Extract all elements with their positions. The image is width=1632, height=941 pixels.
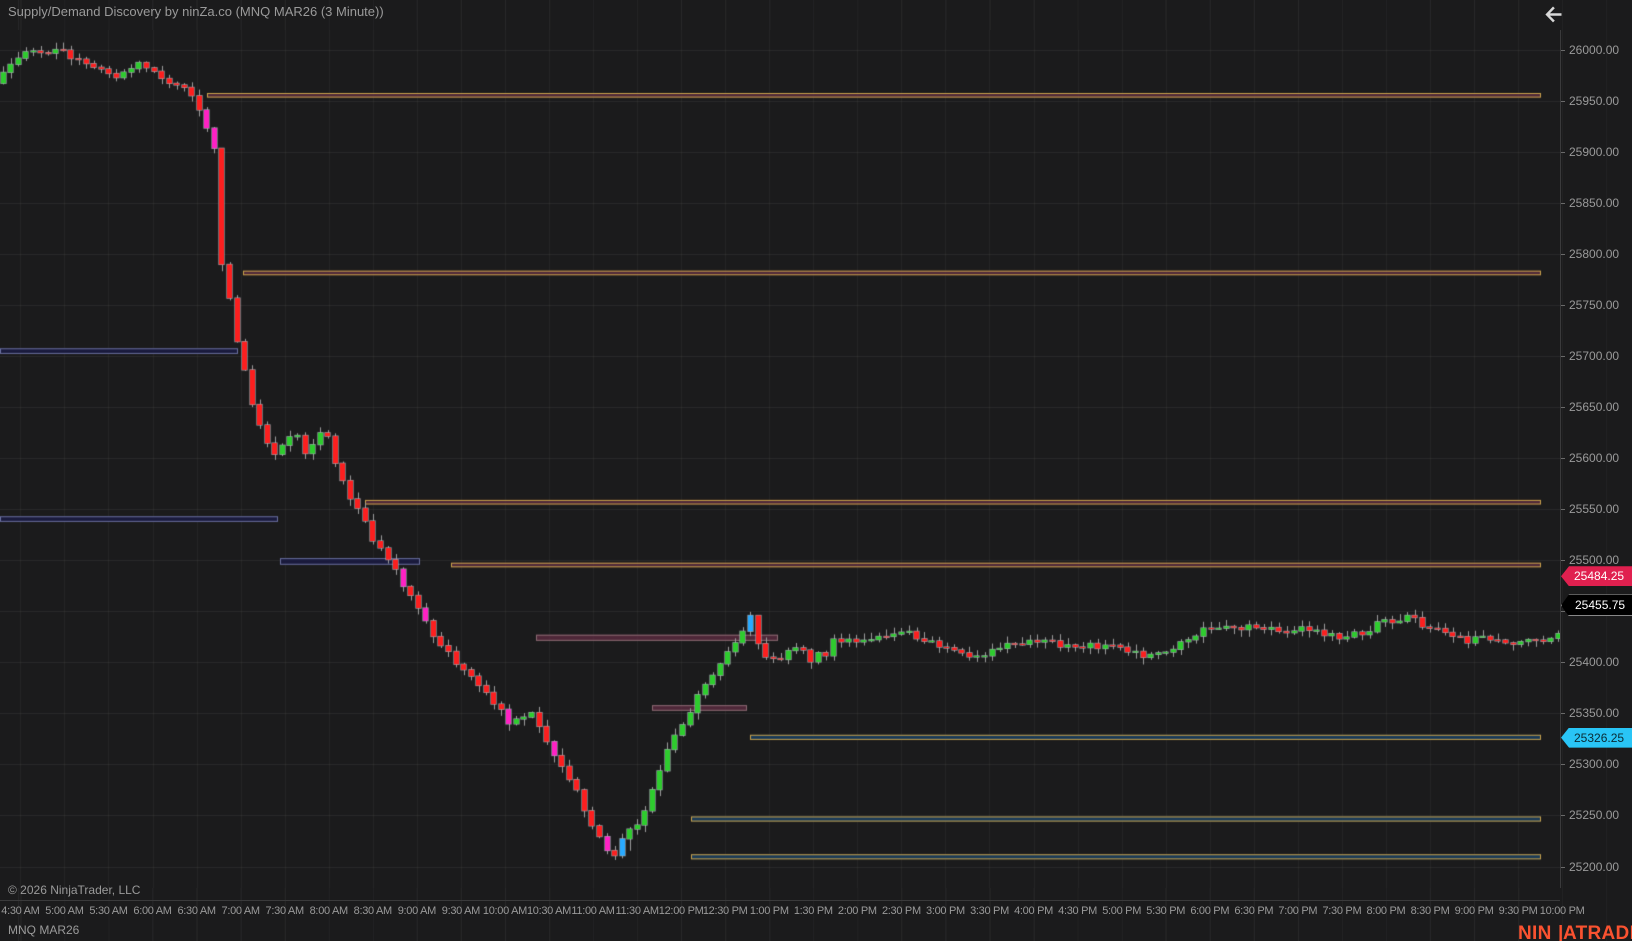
svg-text:ATRADER: ATRADER <box>1563 923 1632 941</box>
svg-text:NIN: NIN <box>1518 923 1552 941</box>
